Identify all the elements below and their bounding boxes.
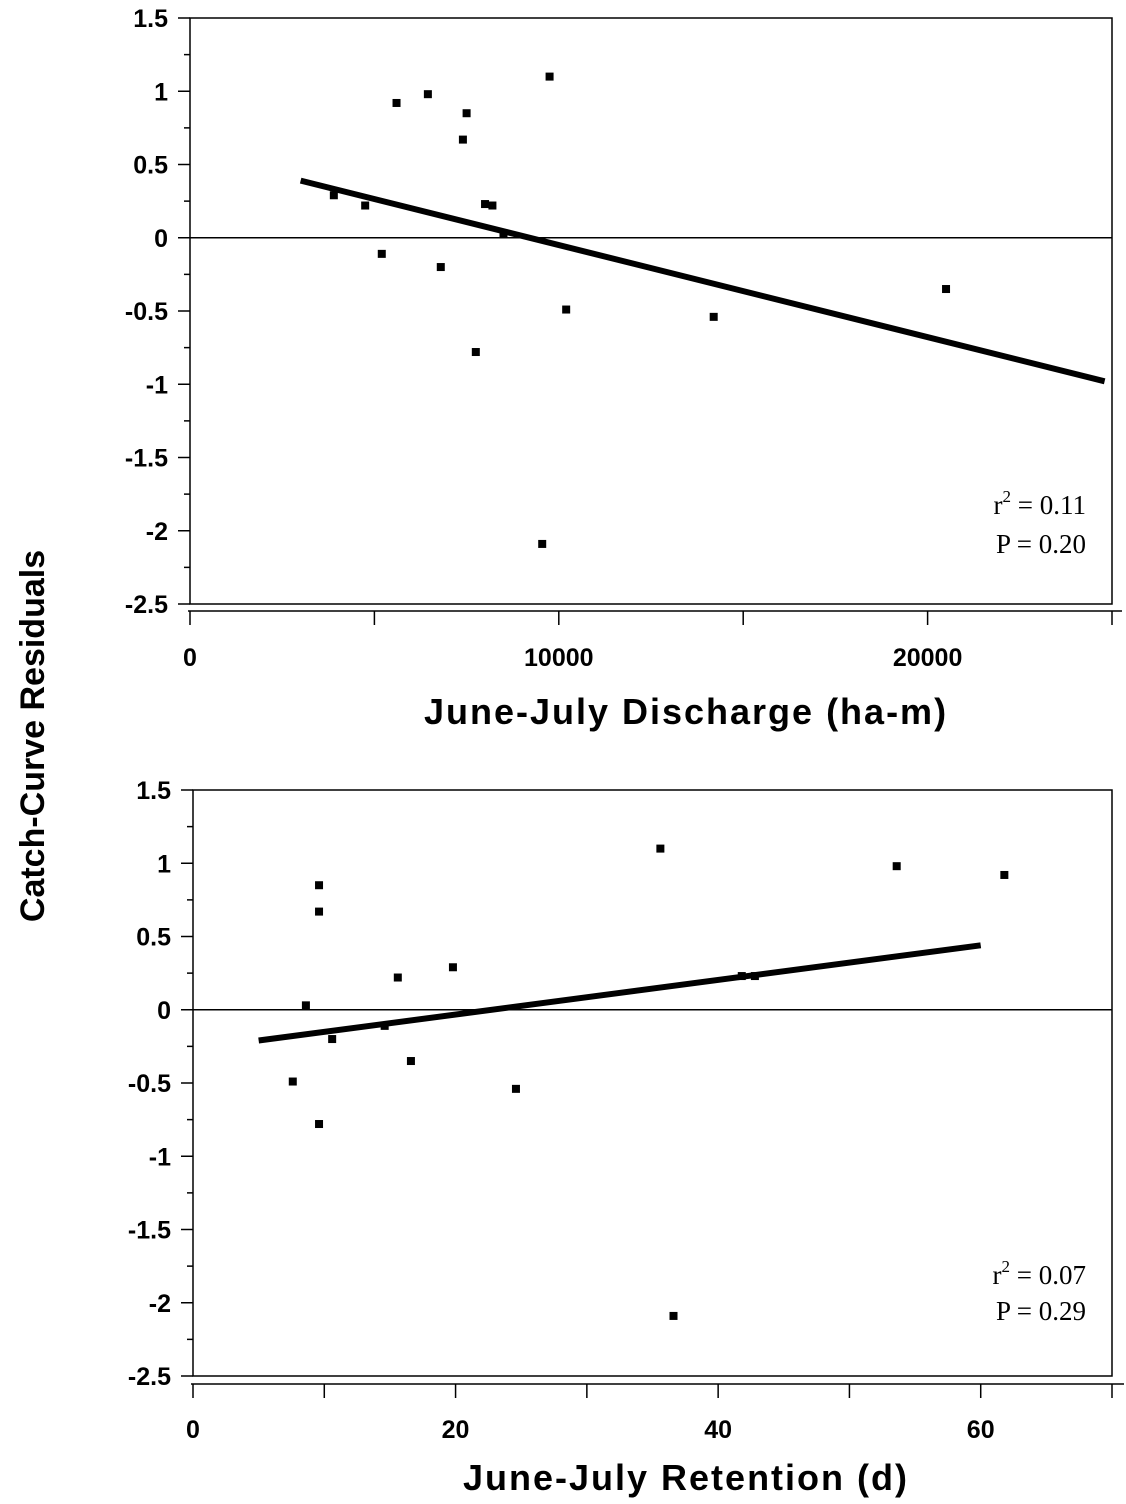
data-point <box>709 312 718 321</box>
y-tick-label: -2 <box>149 1290 171 1318</box>
y-tick-label: 1.5 <box>133 5 168 33</box>
r-squared-annotation: r2 = 0.07 <box>993 1257 1086 1290</box>
y-axis-title: Catch-Curve Residuals <box>14 550 52 922</box>
x-tick-label: 20 <box>442 1416 470 1444</box>
y-tick-label: 1 <box>157 850 171 878</box>
r-squared-annotation: r2 = 0.11 <box>994 487 1086 520</box>
data-point <box>481 200 490 209</box>
data-point <box>315 881 324 890</box>
y-tick-label: 0.5 <box>133 152 168 180</box>
data-point <box>315 907 324 916</box>
y-tick-label: -0.5 <box>125 298 168 326</box>
data-point <box>393 973 402 982</box>
top-panel: 1.5 1 0.5 0 -0.5 -1 -1.5 -2 -2.5 0 10000 20000 June-… <box>125 5 1122 732</box>
x-axis-title: June-July Retention (d) <box>463 1457 909 1498</box>
data-point <box>448 963 457 972</box>
data-point <box>406 1057 415 1066</box>
y-tick-label: 1.5 <box>136 777 171 805</box>
regression-line <box>299 177 1106 385</box>
plot-frame <box>189 17 1113 605</box>
data-point <box>656 844 665 853</box>
data-point <box>1000 870 1009 879</box>
x-tick-label: 10000 <box>524 644 594 672</box>
data-point <box>329 191 338 200</box>
x-tick-label: 0 <box>186 1416 200 1444</box>
data-point <box>892 862 901 871</box>
data-point <box>462 109 471 118</box>
data-point <box>942 285 951 294</box>
data-point <box>301 1001 310 1010</box>
x-axis-title: June-July Discharge (ha-m) <box>424 691 948 732</box>
data-point <box>538 539 547 548</box>
y-tick-label: -1 <box>149 1143 171 1171</box>
data-point <box>471 348 480 357</box>
bottom-panel: 1.5 1 0.5 0 -0.5 -1 -1.5 -2 -2.5 0 20 40 60 June-July… <box>128 777 1124 1498</box>
regression-line <box>258 942 982 1044</box>
x-tick-label: 20000 <box>893 644 963 672</box>
y-tick-label: 0 <box>157 997 171 1025</box>
data-point <box>669 1311 678 1320</box>
y-tick-label: -1 <box>146 371 168 399</box>
x-tick-label: 60 <box>967 1416 995 1444</box>
data-point <box>361 201 370 210</box>
data-point <box>423 90 432 99</box>
y-tick-label: -0.5 <box>128 1070 171 1098</box>
y-tick-label: -1.5 <box>125 445 168 473</box>
y-tick-label: 1 <box>154 78 168 106</box>
data-point <box>288 1077 297 1086</box>
data-point <box>392 98 401 107</box>
plot-frame <box>192 789 1113 1377</box>
data-point <box>328 1035 337 1044</box>
x-tick-label: 0 <box>183 644 197 672</box>
data-point <box>377 249 386 258</box>
y-tick-label: 0.5 <box>136 924 171 952</box>
x-tick-label: 40 <box>704 1416 732 1444</box>
data-point <box>436 263 445 272</box>
data-point <box>545 72 554 81</box>
data-point <box>315 1120 324 1129</box>
p-value-annotation: P = 0.20 <box>996 529 1086 559</box>
data-point <box>562 305 571 314</box>
data-point <box>750 972 759 981</box>
p-value-annotation: P = 0.29 <box>996 1296 1086 1326</box>
data-point <box>380 1021 389 1030</box>
y-tick-label: -2.5 <box>125 591 168 619</box>
y-tick-label: -1.5 <box>128 1217 171 1245</box>
y-tick-label: -2 <box>146 518 168 546</box>
data-point <box>511 1084 520 1093</box>
data-point <box>458 135 467 144</box>
data-point <box>737 972 746 981</box>
data-point <box>488 201 497 210</box>
data-point <box>499 229 508 238</box>
y-tick-label: -2.5 <box>128 1363 171 1391</box>
y-tick-label: 0 <box>154 225 168 253</box>
